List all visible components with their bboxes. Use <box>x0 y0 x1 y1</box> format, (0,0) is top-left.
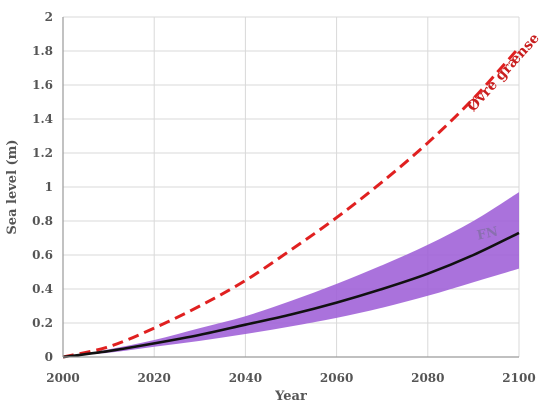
y-tick-label-4: 0.8 <box>32 214 53 228</box>
y-tick-label-0: 0 <box>45 350 53 364</box>
series-line-0 <box>62 46 521 359</box>
x-tick-label-0: 2000 <box>46 371 79 385</box>
y-tick-label-6: 1.2 <box>32 146 53 160</box>
x-axis-title: Year <box>274 389 307 404</box>
y-tick-label-9: 1.8 <box>32 44 53 58</box>
series-layer <box>62 46 521 359</box>
fn-label: FN <box>476 225 500 244</box>
series-line-1 <box>62 231 520 359</box>
x-tick-label-5: 2100 <box>502 371 535 385</box>
y-tick-label-3: 0.6 <box>32 248 53 262</box>
y-tick-label-5: 1 <box>45 180 53 194</box>
y-tick-label-1: 0.2 <box>32 316 53 330</box>
y-tick-label-8: 1.6 <box>32 78 53 92</box>
y-tick-label-7: 1.4 <box>32 112 53 126</box>
y-axis-title: Sea level (m) <box>5 139 20 234</box>
x-tick-label-1: 2020 <box>137 371 170 385</box>
fn-uncertainty-band <box>63 192 519 357</box>
x-tick-label-3: 2060 <box>320 371 353 385</box>
x-tick-label-4: 2080 <box>411 371 444 385</box>
axes <box>62 17 519 358</box>
y-tick-label-2: 0.4 <box>32 282 53 296</box>
y-tick-label-10: 2 <box>45 10 53 24</box>
ovre-graense-label: Øvre grænse <box>464 30 542 115</box>
fn-band-layer <box>63 192 519 357</box>
x-tick-label-2: 2040 <box>229 371 262 385</box>
tick-labels: 0 0.2 0.4 0.6 0.8 1 1.2 1.4 1.6 1.8 2 2000 2020 2040 2… <box>32 10 536 385</box>
